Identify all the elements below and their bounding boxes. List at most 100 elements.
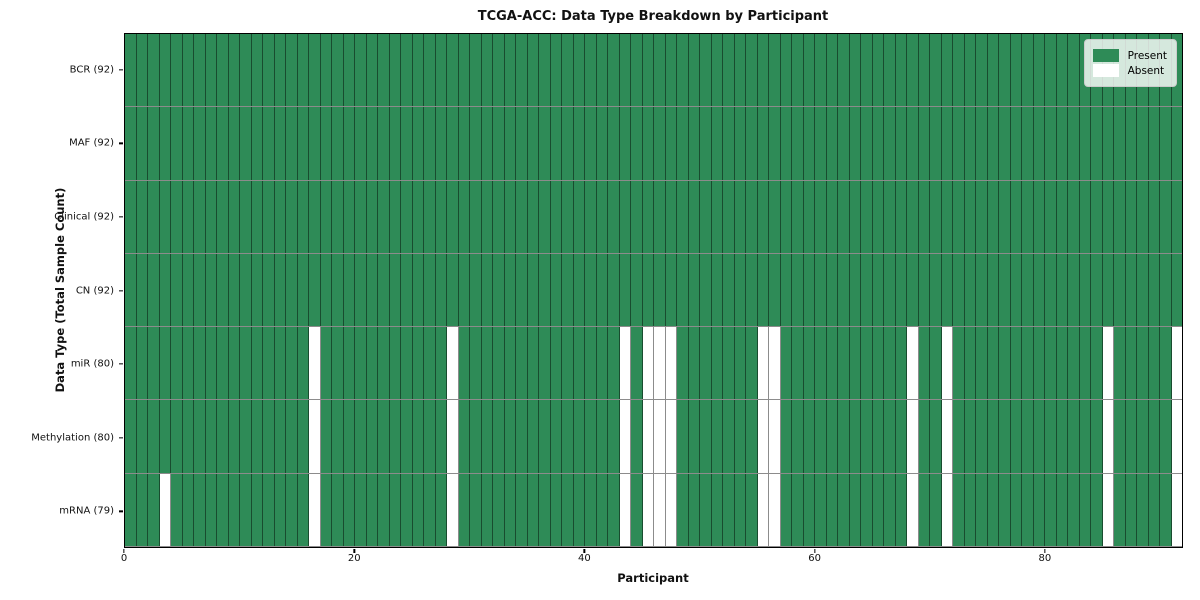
heatmap-cell	[987, 107, 999, 180]
heatmap-cell	[792, 327, 804, 400]
heatmap-cell	[389, 180, 401, 253]
heatmap-row-clinical	[125, 180, 1182, 254]
heatmap-cell	[953, 400, 965, 473]
heatmap-cell	[470, 107, 482, 180]
heatmap-cell	[941, 107, 953, 180]
plot-area: Present Absent	[124, 33, 1183, 548]
heatmap-cell	[619, 473, 631, 546]
heatmap-cell	[1010, 34, 1022, 107]
heatmap-cell	[412, 107, 424, 180]
heatmap-cell	[424, 107, 436, 180]
heatmap-cell	[1068, 400, 1080, 473]
heatmap-cell	[838, 253, 850, 327]
heatmap-cell	[424, 327, 436, 400]
heatmap-cell	[780, 473, 792, 546]
heatmap-cell	[654, 180, 666, 253]
heatmap-cell	[688, 253, 700, 327]
heatmap-cell	[642, 473, 654, 546]
heatmap-cell	[976, 34, 988, 107]
heatmap-cell	[757, 107, 769, 180]
heatmap-cell	[1022, 107, 1034, 180]
heatmap-cell	[723, 34, 735, 107]
heatmap-cell	[378, 107, 390, 180]
heatmap-cell	[1079, 107, 1091, 180]
y-tick-label: miR (80)	[70, 358, 114, 370]
heatmap-cell	[504, 327, 516, 400]
heatmap-cell	[895, 400, 907, 473]
heatmap-cell	[884, 34, 896, 107]
heatmap-cell	[148, 327, 160, 400]
heatmap-cell	[470, 400, 482, 473]
heatmap-cell	[907, 180, 919, 253]
heatmap-cell	[481, 327, 493, 400]
heatmap-cell	[700, 107, 712, 180]
heatmap-cell	[631, 253, 643, 327]
heatmap-cell	[527, 253, 539, 327]
heatmap-cell	[608, 180, 620, 253]
heatmap-cell	[447, 107, 459, 180]
heatmap-cell	[320, 473, 332, 546]
heatmap-cell	[838, 34, 850, 107]
heatmap-cell	[481, 180, 493, 253]
heatmap-cell	[1010, 473, 1022, 546]
legend-label: Absent	[1127, 64, 1165, 77]
heatmap-cell	[861, 34, 873, 107]
heatmap-cell	[700, 253, 712, 327]
heatmap-cell	[470, 473, 482, 546]
heatmap-cell	[194, 107, 206, 180]
heatmap-cell	[205, 253, 217, 327]
heatmap-cell	[964, 327, 976, 400]
heatmap-cell	[838, 180, 850, 253]
heatmap-cell	[539, 473, 551, 546]
heatmap-cell	[1079, 400, 1091, 473]
heatmap-cell	[148, 253, 160, 327]
heatmap-cell	[550, 180, 562, 253]
heatmap-cell	[562, 327, 574, 400]
heatmap-cell	[1056, 400, 1068, 473]
heatmap-cell	[884, 180, 896, 253]
heatmap-cell	[550, 107, 562, 180]
heatmap-cell	[1022, 400, 1034, 473]
heatmap-cell	[838, 400, 850, 473]
heatmap-cell	[493, 107, 505, 180]
heatmap-cell	[930, 327, 942, 400]
heatmap-cell	[1068, 473, 1080, 546]
legend-entry-absent: Absent	[1092, 64, 1167, 77]
heatmap-cell	[251, 400, 263, 473]
heatmap-cell	[849, 34, 861, 107]
heatmap-cell	[665, 253, 677, 327]
heatmap-cell	[780, 34, 792, 107]
heatmap-cell	[1068, 34, 1080, 107]
heatmap-cell	[1137, 253, 1149, 327]
heatmap-cell	[1091, 473, 1103, 546]
heatmap-cell	[447, 253, 459, 327]
heatmap-cell	[711, 400, 723, 473]
heatmap-cell	[171, 473, 183, 546]
heatmap-cell	[550, 327, 562, 400]
heatmap-cell	[803, 400, 815, 473]
heatmap-cell	[585, 400, 597, 473]
heatmap-cell	[907, 253, 919, 327]
heatmap-cell	[1022, 253, 1034, 327]
heatmap-cell	[355, 34, 367, 107]
heatmap-cell	[493, 34, 505, 107]
heatmap-cell	[953, 180, 965, 253]
heatmap-cell	[826, 34, 838, 107]
heatmap-cell	[608, 473, 620, 546]
heatmap-cell	[596, 253, 608, 327]
heatmap-cell	[1137, 473, 1149, 546]
heatmap-cell	[884, 400, 896, 473]
heatmap-cell	[550, 34, 562, 107]
heatmap-cell	[711, 473, 723, 546]
heatmap-cell	[654, 253, 666, 327]
heatmap-cell	[1056, 180, 1068, 253]
heatmap-cell	[585, 34, 597, 107]
heatmap-cell	[274, 34, 286, 107]
heatmap-cell	[1091, 253, 1103, 327]
heatmap-cell	[884, 473, 896, 546]
heatmap-cell	[723, 327, 735, 400]
heatmap-cell	[654, 107, 666, 180]
heatmap-cell	[596, 473, 608, 546]
heatmap-cell	[700, 327, 712, 400]
heatmap-cell	[654, 400, 666, 473]
